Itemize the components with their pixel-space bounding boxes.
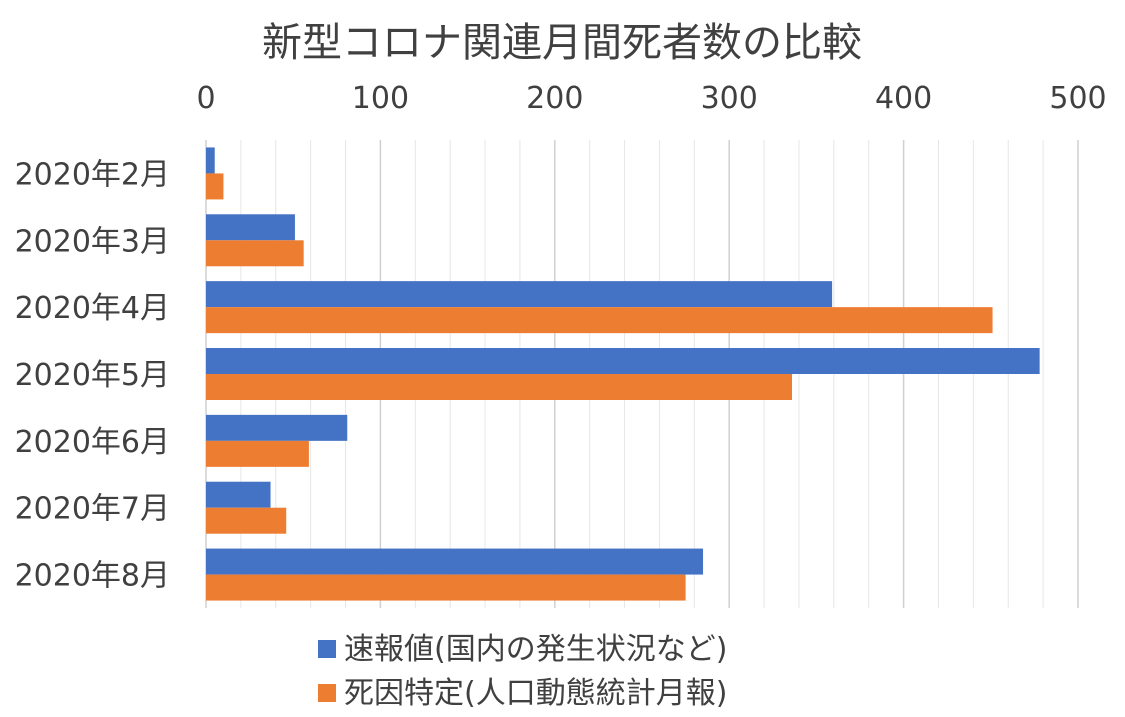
bar-series2 bbox=[206, 173, 224, 200]
bars bbox=[206, 147, 1040, 601]
legend-swatch bbox=[318, 684, 336, 702]
category-label: 2020年4月 bbox=[15, 291, 170, 326]
chart-title: 新型コロナ関連月間死者数の比較 bbox=[262, 20, 862, 66]
bar-series1 bbox=[206, 414, 348, 441]
bar-series2 bbox=[206, 307, 993, 334]
legend: 速報値(国内の発生状況など) 死因特定(人口動態統計月報) bbox=[318, 632, 727, 711]
bar-series2 bbox=[206, 240, 304, 267]
bar-series1 bbox=[206, 348, 1040, 374]
category-label: 2020年6月 bbox=[15, 425, 170, 460]
x-tick-label: 500 bbox=[1049, 81, 1106, 116]
category-label: 2020年2月 bbox=[15, 157, 170, 192]
x-tick-label: 0 bbox=[196, 81, 215, 116]
x-tick-label: 200 bbox=[526, 81, 583, 116]
legend-label: 速報値(国内の発生状況など) bbox=[344, 632, 727, 667]
category-labels: 2020年2月 2020年3月 2020年4月 2020年5月 2020年6月 2020年… bbox=[15, 157, 170, 593]
x-tick-label: 400 bbox=[875, 81, 932, 116]
x-axis-ticks: 0 100 200 300 400 500 bbox=[196, 81, 1106, 116]
legend-label: 死因特定(人口動態統計月報) bbox=[344, 676, 727, 711]
category-label: 2020年3月 bbox=[15, 224, 170, 259]
category-label: 2020年7月 bbox=[15, 492, 170, 527]
bar-series1 bbox=[206, 548, 704, 575]
bar-series1 bbox=[206, 281, 833, 308]
x-tick-label: 300 bbox=[701, 81, 758, 116]
bar-series2 bbox=[206, 440, 309, 467]
bar-series1 bbox=[206, 481, 271, 508]
bar-series1 bbox=[206, 214, 295, 241]
bar-series1 bbox=[206, 147, 215, 174]
bar-series2 bbox=[206, 507, 287, 534]
bar-series2 bbox=[206, 574, 686, 601]
bar-series2 bbox=[206, 374, 792, 400]
legend-swatch bbox=[318, 640, 336, 658]
x-tick-label: 100 bbox=[352, 81, 409, 116]
category-label: 2020年5月 bbox=[15, 358, 170, 393]
category-label: 2020年8月 bbox=[15, 559, 170, 594]
